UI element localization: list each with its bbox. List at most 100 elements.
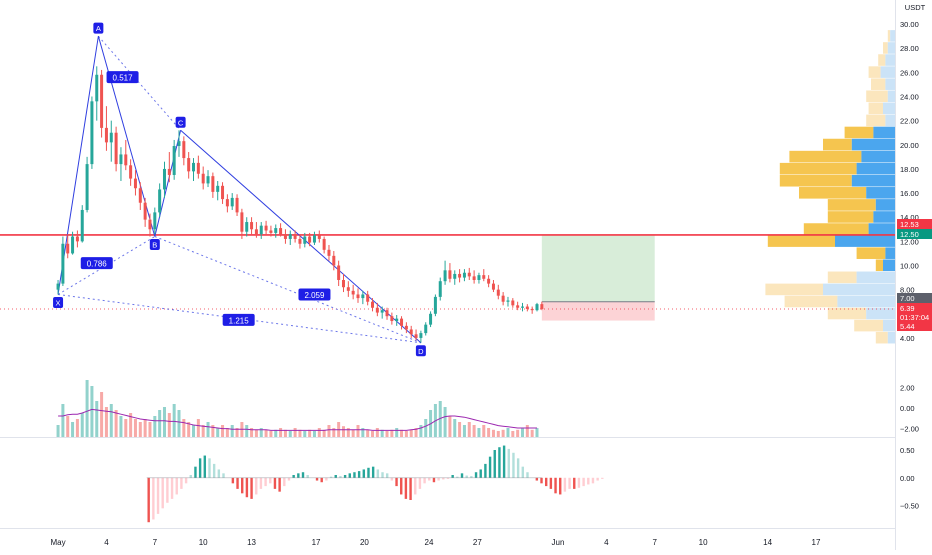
oscillator-bar — [166, 477, 169, 503]
candle — [477, 272, 481, 284]
candle — [520, 302, 524, 312]
volume-profile-bar — [885, 114, 895, 127]
volume-profile-bar — [803, 223, 869, 235]
volume-profile-bar — [823, 283, 895, 296]
volume-bar — [496, 431, 500, 437]
candle — [177, 130, 181, 157]
price-tag-text: 6.39 — [900, 304, 915, 313]
candle-body — [182, 141, 186, 159]
candle — [288, 230, 292, 245]
volume-bar — [414, 428, 418, 437]
oscillator-bar — [507, 448, 510, 478]
candle — [129, 159, 133, 186]
price-tick-label: 28.00 — [900, 44, 919, 53]
candle — [327, 244, 331, 261]
oscillator-bar — [217, 469, 221, 478]
candle-body — [322, 238, 326, 250]
volume-profile-bar — [851, 138, 895, 151]
candle-body — [356, 294, 360, 299]
oscillator-bar — [236, 477, 239, 489]
oscillator-bar — [577, 477, 581, 488]
oscillator-bar — [596, 477, 599, 481]
candle — [196, 155, 200, 179]
candle-body — [274, 228, 278, 233]
oscillator-bar — [376, 469, 380, 478]
volume-bar — [153, 416, 157, 437]
volume-profile-bar — [765, 283, 823, 296]
volume-bar — [530, 429, 534, 437]
volume-bar — [516, 429, 520, 437]
oscillator-bar — [292, 475, 295, 478]
point-text: X — [56, 298, 61, 307]
volume-bar — [438, 401, 442, 437]
volume-profile-bar — [856, 271, 895, 284]
ratio-text: 0.786 — [87, 260, 108, 269]
time-tick-label: May — [50, 538, 65, 547]
candle — [433, 294, 437, 317]
volume-profile-bar — [827, 199, 876, 211]
candle-body — [404, 325, 408, 330]
volume-ma-line — [58, 408, 537, 431]
volume-bar — [85, 380, 89, 437]
pattern-leg — [57, 36, 99, 295]
volume-bar — [283, 429, 287, 437]
volume-profile-bar — [883, 42, 888, 54]
oscillator-bar — [278, 477, 281, 492]
oscillator-bar — [395, 477, 398, 487]
oscillator-bar — [559, 477, 562, 495]
candle — [138, 182, 142, 210]
candle — [516, 301, 520, 311]
pattern-point-label: X — [53, 296, 64, 308]
volume-bar — [75, 419, 79, 437]
volume-bar — [124, 419, 128, 437]
oscillator-bar — [343, 475, 347, 478]
volume-bar — [100, 392, 104, 437]
pattern-ratio-line — [154, 236, 422, 344]
candle-body — [211, 176, 215, 192]
candle-body — [119, 154, 123, 165]
volume-profile-bar — [866, 187, 895, 199]
candle — [361, 290, 365, 305]
volume-bar — [187, 422, 191, 437]
volume-bar — [458, 422, 462, 437]
volume-profile-bar — [875, 199, 895, 211]
oscillator-bar — [264, 477, 267, 487]
price-tick-label: 8.00 — [900, 286, 915, 295]
oscillator-bar — [325, 477, 328, 481]
volume-bar — [254, 429, 258, 437]
candle — [90, 96, 94, 169]
oscillator-bar — [301, 472, 305, 478]
volume-bar — [264, 429, 268, 437]
volume-bar — [201, 425, 205, 437]
oscillator-bar — [488, 456, 492, 478]
candle-body — [458, 273, 462, 278]
candle-body — [104, 127, 108, 143]
volume-bar — [225, 428, 229, 437]
candle-body — [443, 270, 447, 282]
price-tick-label: 4.00 — [900, 334, 915, 343]
candle-body — [395, 318, 399, 322]
oscillator-tick-label: −0.50 — [900, 502, 919, 511]
time-tick-label: 7 — [652, 538, 657, 547]
candle — [535, 302, 539, 312]
pattern-point-label: A — [93, 22, 104, 34]
candle-body — [506, 300, 510, 302]
candle-body — [196, 162, 200, 174]
volume-bar — [196, 419, 200, 437]
volume-profile-bar — [851, 174, 895, 187]
volume-bar — [419, 425, 423, 437]
price-tag: 12.50 — [897, 229, 932, 239]
oscillator-bar — [381, 472, 384, 478]
time-tick-label: Jun — [552, 538, 565, 547]
oscillator-bar — [208, 458, 211, 478]
candle — [56, 279, 60, 295]
candle — [250, 217, 254, 235]
candle — [264, 220, 268, 235]
volume-bar — [114, 410, 118, 437]
candle-body — [419, 333, 423, 338]
oscillator-pane — [146, 445, 604, 523]
volume-bar — [404, 431, 408, 437]
point-badge — [93, 22, 104, 34]
